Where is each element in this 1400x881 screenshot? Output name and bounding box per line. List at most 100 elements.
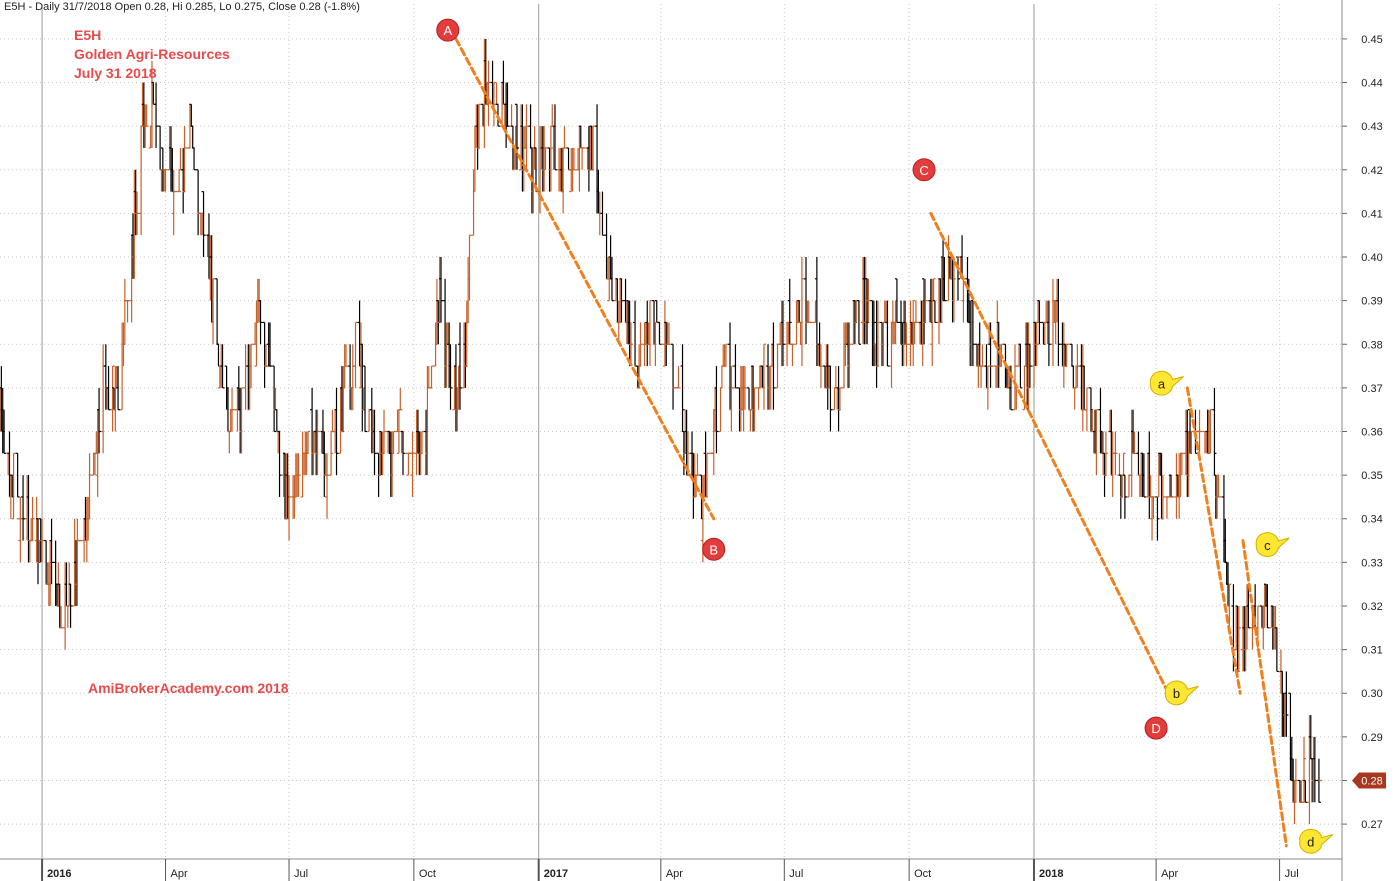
price-bar bbox=[514, 103, 519, 170]
y-tick-label: 0.37 bbox=[1361, 383, 1382, 395]
marker-label: D bbox=[1151, 721, 1160, 736]
price-bar bbox=[227, 430, 232, 454]
x-tick-label: Apr bbox=[171, 868, 188, 880]
price-bar bbox=[550, 104, 555, 127]
price-bar bbox=[1113, 431, 1118, 476]
price-bar bbox=[1069, 343, 1074, 367]
marker-b: b bbox=[1164, 680, 1199, 706]
y-tick-label: 0.34 bbox=[1361, 514, 1382, 526]
price-bar bbox=[787, 278, 792, 345]
price-bar bbox=[837, 387, 842, 411]
x-tick-label: Jul bbox=[789, 868, 803, 880]
y-tick-label: 0.41 bbox=[1361, 208, 1382, 220]
price-bar bbox=[680, 344, 685, 432]
price-bar bbox=[287, 475, 292, 541]
price-bar bbox=[980, 344, 985, 367]
price-bar bbox=[230, 387, 235, 432]
yellow-marker-icon bbox=[1149, 370, 1184, 396]
price-bar bbox=[695, 453, 700, 476]
price-bar bbox=[704, 452, 709, 498]
price-bar bbox=[1246, 584, 1251, 629]
price-bar bbox=[1072, 387, 1077, 410]
price-bar bbox=[315, 409, 320, 476]
price-bar bbox=[718, 387, 723, 433]
price-bar bbox=[775, 343, 780, 389]
price-bar bbox=[2, 409, 7, 454]
price-bar bbox=[818, 344, 823, 388]
price-bar bbox=[239, 387, 244, 454]
wave-markers: A B C Da b c d bbox=[436, 18, 1334, 854]
y-tick-label: 0.32 bbox=[1361, 601, 1382, 613]
price-bar bbox=[1274, 627, 1279, 673]
price-bar bbox=[505, 82, 510, 127]
price-bar bbox=[401, 430, 406, 476]
price-bar bbox=[932, 300, 937, 324]
marker-label: A bbox=[443, 23, 452, 38]
price-bar bbox=[391, 430, 396, 454]
trendline bbox=[929, 211, 1170, 695]
price-bar bbox=[272, 365, 277, 433]
price-bar bbox=[1075, 344, 1080, 388]
price-bar bbox=[215, 278, 220, 345]
chart-grid bbox=[0, 4, 1342, 859]
red-marker-icon bbox=[436, 18, 460, 42]
y-tick-label: 0.38 bbox=[1361, 339, 1382, 351]
x-tick-label: Jul bbox=[1285, 868, 1299, 880]
price-bar bbox=[211, 278, 216, 345]
price-bar bbox=[1056, 278, 1061, 367]
price-bar bbox=[1303, 779, 1308, 803]
price-bar bbox=[562, 126, 567, 149]
price-bar bbox=[833, 366, 838, 389]
price-bar bbox=[429, 365, 434, 389]
price-bar bbox=[439, 257, 444, 323]
price-bar bbox=[258, 300, 263, 345]
price-bar bbox=[1212, 387, 1217, 476]
price-bar bbox=[68, 583, 73, 628]
price-bar bbox=[306, 430, 311, 454]
y-tick-label: 0.42 bbox=[1361, 165, 1382, 177]
price-bar bbox=[761, 343, 766, 410]
x-tick-label: Apr bbox=[1161, 868, 1178, 880]
chart-header: E5H - Daily 31/7/2018 Open 0.28, Hi 0.28… bbox=[4, 1, 360, 13]
price-bar bbox=[756, 387, 761, 410]
price-bar bbox=[190, 125, 195, 149]
price-bar bbox=[1227, 583, 1232, 628]
price-bar bbox=[970, 300, 975, 367]
price-bar bbox=[552, 104, 557, 171]
price-bar bbox=[866, 278, 871, 323]
price-bar bbox=[398, 387, 403, 411]
price-bar bbox=[135, 191, 140, 236]
price-bar bbox=[382, 409, 387, 454]
price-bar bbox=[65, 605, 70, 628]
price-bar bbox=[106, 366, 111, 411]
marker-label: C bbox=[919, 163, 928, 178]
price-bar bbox=[101, 344, 106, 454]
price-bar bbox=[334, 387, 339, 476]
price-bar bbox=[1179, 452, 1184, 476]
price-bar bbox=[638, 322, 643, 367]
y-tick-label: 0.44 bbox=[1361, 78, 1382, 90]
price-bar bbox=[1164, 496, 1169, 519]
price-bar bbox=[182, 126, 187, 193]
x-tick-label: 2016 bbox=[47, 868, 71, 880]
note-date: July 31 2018 bbox=[74, 65, 157, 81]
price-bar bbox=[1208, 409, 1213, 454]
price-bar bbox=[752, 387, 757, 432]
price-bar bbox=[1027, 343, 1032, 388]
price-bar bbox=[985, 365, 990, 410]
price-bar bbox=[580, 147, 585, 170]
price-bar bbox=[30, 496, 35, 541]
price-bar bbox=[406, 452, 411, 476]
price-bar bbox=[1034, 322, 1039, 367]
price-bar bbox=[1189, 430, 1194, 454]
trendline bbox=[454, 37, 716, 521]
price-bar bbox=[178, 147, 183, 171]
price-bar bbox=[719, 365, 724, 389]
price-bar bbox=[125, 300, 130, 323]
price-bar bbox=[1018, 343, 1023, 389]
price-bar bbox=[457, 322, 462, 410]
yellow-marker-icon bbox=[1255, 532, 1290, 558]
y-tick-label: 0.35 bbox=[1361, 470, 1382, 482]
price-bar bbox=[847, 322, 852, 388]
